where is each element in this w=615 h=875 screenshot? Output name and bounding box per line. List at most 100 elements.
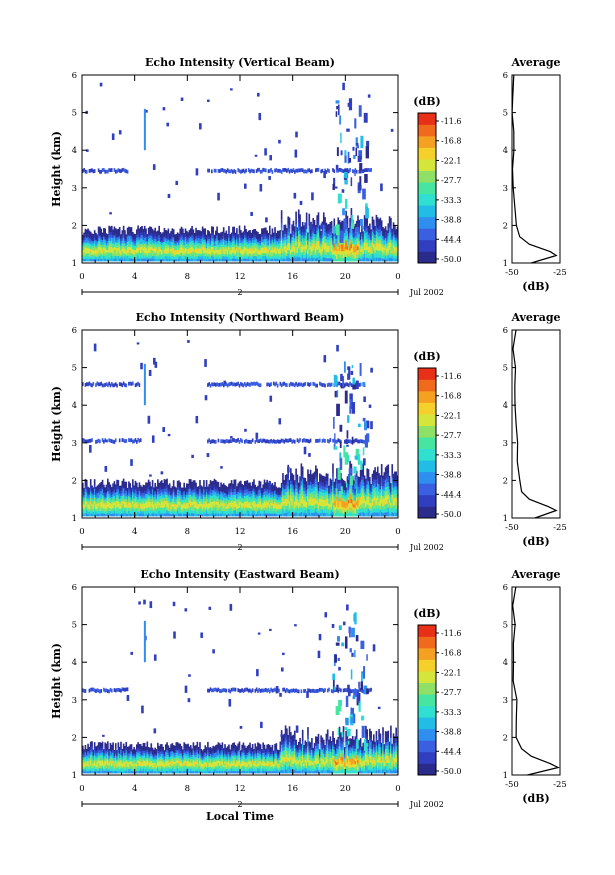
heat-cell <box>116 507 118 511</box>
heat-cell <box>208 258 211 262</box>
heat-cell <box>316 215 318 220</box>
heat-cell <box>88 230 91 234</box>
heat-cell <box>170 509 172 512</box>
heat-cell <box>151 247 154 251</box>
heat-cell <box>288 239 291 244</box>
heat-cell <box>91 508 93 512</box>
heat-cell <box>103 168 105 172</box>
heat-cell <box>142 242 145 246</box>
heat-cell <box>307 237 309 240</box>
heat-cell <box>262 484 264 488</box>
heat-cell <box>147 482 150 487</box>
heat-cell <box>366 238 369 243</box>
heat-cell <box>213 506 216 511</box>
heat-cell <box>263 241 266 245</box>
heat-cell <box>108 228 110 232</box>
heat-cell <box>188 229 191 233</box>
heat-cell <box>363 215 366 220</box>
heat-cell <box>207 506 209 510</box>
heat-cell <box>346 257 349 262</box>
heat-cell <box>135 242 138 246</box>
heat-cell <box>325 251 328 256</box>
heat-cell <box>234 503 237 508</box>
heat-cell <box>286 250 288 254</box>
heat-cell <box>114 241 117 245</box>
heat-cell <box>155 258 158 262</box>
heat-cell <box>103 244 105 248</box>
heat-cell <box>243 492 246 496</box>
heat-cell <box>254 505 257 509</box>
heat-cell <box>193 498 196 502</box>
heat-cell <box>267 491 270 495</box>
heat-cell <box>124 237 126 241</box>
heat-cell <box>214 479 217 484</box>
heat-cell <box>124 504 126 508</box>
heat-cell <box>286 244 288 248</box>
heat-cell <box>101 237 104 241</box>
heat-cell <box>141 246 143 250</box>
heat-cell <box>265 496 267 500</box>
heat-cell <box>365 225 367 230</box>
heat-cell <box>270 254 272 257</box>
heat-cell <box>384 252 387 256</box>
heat-cell <box>121 489 124 493</box>
heat-cell <box>87 233 89 237</box>
heat-cell <box>301 251 304 255</box>
heat-cell <box>278 258 280 262</box>
heat-cell <box>395 231 397 235</box>
heat-cell <box>126 236 129 240</box>
heat-cell <box>91 503 93 507</box>
heat-cell <box>390 225 392 229</box>
heat-cell <box>259 498 262 502</box>
heat-cell <box>122 494 125 498</box>
heat-cell <box>100 255 103 259</box>
heat-cell <box>155 236 158 240</box>
heat-cell <box>204 511 207 514</box>
heat-cell <box>96 236 99 240</box>
heat-cell <box>128 490 130 494</box>
heat-cell <box>211 492 213 497</box>
heat-cell <box>143 258 146 262</box>
heat-cell <box>89 251 92 255</box>
heat-cell <box>271 510 274 514</box>
heat-cell <box>275 233 278 236</box>
heat-cell <box>224 484 226 488</box>
heat-cell <box>257 244 259 247</box>
heat-cell <box>200 495 203 499</box>
heat-cell <box>91 256 93 260</box>
heat-cell <box>142 231 145 235</box>
heat-cell <box>225 490 228 494</box>
heat-cell <box>139 246 142 250</box>
heat-cell <box>182 494 184 498</box>
heat-cell <box>195 255 197 259</box>
heat-cell <box>226 242 229 246</box>
heat-cell <box>233 482 236 486</box>
heat-cell <box>96 500 99 504</box>
heat-cell <box>209 501 212 505</box>
heat-cell <box>199 504 201 508</box>
heat-cell <box>320 241 322 244</box>
heat-cell <box>346 234 349 239</box>
heat-cell <box>124 498 126 503</box>
heat-cell <box>114 258 117 262</box>
heat-cell <box>375 238 378 243</box>
heat-cell <box>268 495 271 499</box>
heat-cell <box>290 249 292 253</box>
heat-cell <box>142 239 145 243</box>
heat-cell <box>319 252 321 256</box>
heat-cell <box>365 146 369 159</box>
heat-cell <box>261 236 263 240</box>
heat-cell <box>387 242 390 246</box>
heat-cell <box>137 494 139 498</box>
heat-cell <box>132 497 134 502</box>
heat-cell <box>157 243 159 247</box>
heat-cell <box>96 511 99 514</box>
heat-cell <box>114 505 117 509</box>
heat-cell <box>122 481 125 486</box>
heat-cell <box>122 243 125 247</box>
heat-cell <box>162 483 164 487</box>
heat-cell <box>207 489 209 492</box>
heat-cell <box>126 238 129 242</box>
heat-cell <box>172 250 175 254</box>
heat-cell <box>203 236 205 240</box>
